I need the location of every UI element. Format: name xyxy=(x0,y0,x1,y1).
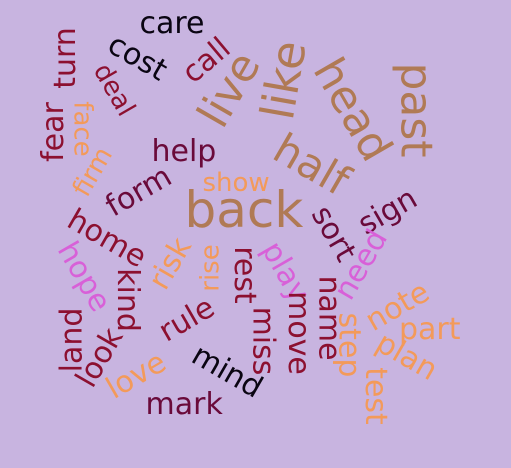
cloud-word-part: part xyxy=(399,312,461,347)
cloud-word-back: back xyxy=(184,181,304,239)
cloud-word-help: help xyxy=(151,134,217,169)
cloud-word-risk: risk xyxy=(141,231,199,296)
cloud-word-show: show xyxy=(202,168,270,198)
cloud-word-kind: kind xyxy=(109,268,145,332)
cloud-word-like: like xyxy=(249,36,317,124)
cloud-word-rise: rise xyxy=(195,244,226,292)
cloud-word-past: past xyxy=(390,62,442,158)
cloud-word-move: move xyxy=(280,291,316,375)
cloud-word-fear: fear xyxy=(35,102,71,162)
cloud-word-test: test xyxy=(357,367,393,425)
cloud-word-mark: mark xyxy=(145,387,223,422)
cloud-word-care: care xyxy=(139,6,205,41)
cloud-word-turn: turn xyxy=(47,27,83,89)
cloud-word-form: form xyxy=(99,158,178,225)
cloud-word-rule: rule xyxy=(152,289,221,350)
